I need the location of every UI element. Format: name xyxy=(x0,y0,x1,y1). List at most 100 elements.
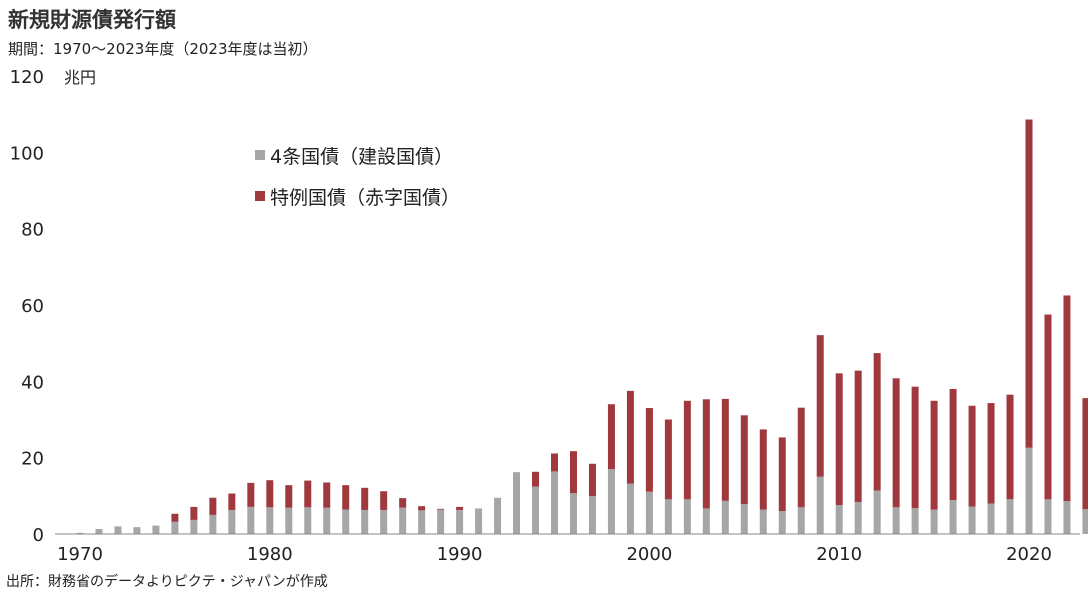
construction-bond-bar xyxy=(1063,501,1071,534)
construction-bond-bar xyxy=(475,508,483,534)
construction-bond-bar xyxy=(569,493,577,534)
deficit-bond-bar xyxy=(323,482,331,508)
deficit-bond-bar xyxy=(683,400,691,500)
construction-bond-bar xyxy=(456,509,464,534)
y-tick-label: 120 xyxy=(10,67,44,88)
construction-bond-bar xyxy=(171,521,179,534)
construction-bond-bar xyxy=(683,499,691,534)
deficit-bond-bar xyxy=(588,463,596,497)
deficit-bond-bar xyxy=(778,437,786,512)
x-tick-label: 1970 xyxy=(57,544,103,565)
y-tick-label: 60 xyxy=(21,296,44,317)
construction-bond-bar xyxy=(664,499,672,534)
construction-bond-bar xyxy=(854,501,862,534)
construction-bond-bar xyxy=(209,514,217,534)
construction-bond-bar xyxy=(892,507,900,534)
deficit-bond-bar xyxy=(1025,119,1033,448)
deficit-bond-bar xyxy=(247,482,255,507)
legend-swatch-deficit-bonds xyxy=(255,191,265,201)
construction-bond-bar xyxy=(759,509,767,534)
y-tick-label: 100 xyxy=(10,143,44,164)
construction-bond-bar xyxy=(494,497,502,534)
deficit-bond-bar xyxy=(740,415,748,505)
deficit-bond-bar xyxy=(968,405,976,507)
construction-bond-bar xyxy=(342,509,350,534)
construction-bond-bar xyxy=(816,476,824,534)
construction-bond-bar xyxy=(1025,447,1033,534)
deficit-bond-bar xyxy=(949,388,957,501)
construction-bond-bar xyxy=(1006,499,1014,534)
construction-bond-bar xyxy=(266,507,274,534)
deficit-bond-bar xyxy=(1082,398,1088,510)
construction-bond-bar xyxy=(152,525,160,534)
construction-bond-bar xyxy=(607,469,615,534)
x-axis: 1970 1980 1990 2000 2010 2020 xyxy=(57,544,1052,565)
deficit-bond-bar xyxy=(532,471,540,487)
deficit-bond-bar xyxy=(171,513,179,522)
deficit-bond-bar xyxy=(930,400,938,510)
deficit-bond-bar xyxy=(816,335,824,477)
construction-bond-bar xyxy=(949,500,957,534)
construction-bond-bar xyxy=(380,509,388,534)
deficit-bond-bar xyxy=(437,508,445,510)
construction-bond-bar xyxy=(285,507,293,534)
deficit-bond-bar xyxy=(835,373,843,505)
x-tick-label: 2000 xyxy=(626,544,672,565)
construction-bond-bar xyxy=(399,507,407,534)
construction-bond-bar xyxy=(626,483,634,534)
construction-bond-bar xyxy=(588,496,596,534)
deficit-bond-bar xyxy=(1006,394,1014,500)
construction-bond-bar xyxy=(721,500,729,534)
legend: 4条国債（建設国債） 特例国債（赤字国債） xyxy=(255,146,460,209)
deficit-bond-bar xyxy=(1044,314,1052,500)
construction-bond-bar xyxy=(930,509,938,534)
deficit-bond-bar xyxy=(873,353,881,491)
construction-bond-bar xyxy=(513,472,521,534)
construction-bond-bar xyxy=(987,503,995,534)
deficit-bond-bar xyxy=(228,493,236,510)
construction-bond-bar xyxy=(437,509,445,534)
construction-bond-bar xyxy=(778,511,786,534)
deficit-bond-bar xyxy=(342,485,350,510)
deficit-bond-bar xyxy=(285,485,293,508)
deficit-bond-bar xyxy=(418,506,426,511)
source-note: 出所：財務省のデータよりピクテ・ジャパンが作成 xyxy=(6,574,328,590)
y-tick-label: 20 xyxy=(21,449,44,470)
x-tick-label: 2020 xyxy=(1006,544,1052,565)
deficit-bond-bar xyxy=(854,370,862,502)
deficit-bond-bar xyxy=(266,480,274,508)
deficit-bond-bar xyxy=(1063,295,1071,502)
deficit-bond-bar xyxy=(607,404,615,470)
deficit-bond-bar xyxy=(645,408,653,492)
construction-bond-bar xyxy=(361,509,369,534)
construction-bond-bar xyxy=(551,471,558,534)
construction-bond-bar xyxy=(418,510,426,534)
construction-bond-bar xyxy=(645,491,653,534)
construction-bond-bar xyxy=(532,486,540,534)
y-tick-label: 40 xyxy=(21,372,44,393)
deficit-bond-bar xyxy=(892,378,900,508)
chart-subtitle: 期間：1970～2023年度（2023年度は当初） xyxy=(8,40,318,58)
deficit-bond-bar xyxy=(569,451,577,494)
deficit-bond-bar xyxy=(911,386,919,509)
y-tick-label: 80 xyxy=(21,220,44,241)
construction-bond-bar xyxy=(76,532,84,534)
legend-swatch-construction-bonds xyxy=(255,150,265,160)
construction-bond-bar xyxy=(911,508,919,534)
construction-bond-bar xyxy=(835,504,843,534)
construction-bond-bar xyxy=(702,508,710,534)
x-tick-label: 1990 xyxy=(437,544,483,565)
construction-bond-bar xyxy=(228,509,236,534)
construction-bond-bar xyxy=(114,526,122,534)
construction-bond-bar xyxy=(873,490,881,534)
deficit-bond-bar xyxy=(399,498,407,508)
deficit-bond-bar xyxy=(797,407,805,508)
y-tick-label: 0 xyxy=(33,525,44,546)
y-axis: 0 20 40 60 80 100 120 xyxy=(10,67,44,546)
deficit-bond-bar xyxy=(304,480,312,508)
deficit-bond-bar xyxy=(702,399,710,509)
deficit-bond-bar xyxy=(626,390,634,484)
deficit-bond-bar xyxy=(759,429,767,510)
construction-bond-bar xyxy=(968,506,976,534)
